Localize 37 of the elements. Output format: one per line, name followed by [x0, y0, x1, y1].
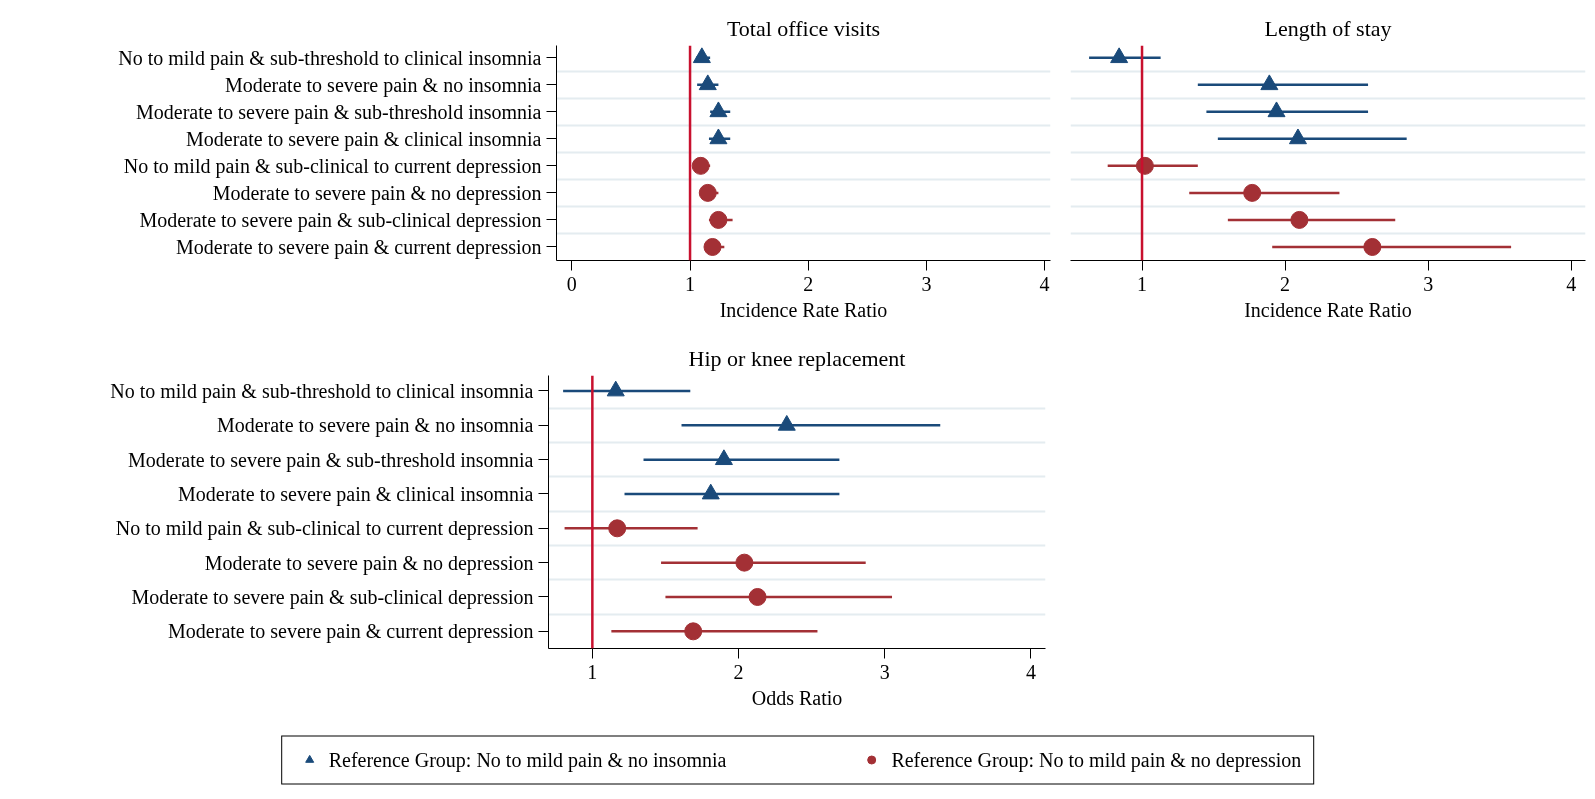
x-tick-label: 4: [1039, 272, 1050, 295]
y-tick-label: Moderate to severe pain & clinical insomnia: [186, 127, 542, 151]
x-tick-label: 2: [1280, 272, 1291, 295]
y-tick-label: Moderate to severe pain & current depression: [176, 235, 542, 259]
y-tick-label: Moderate to severe pain & sub-clinical depression: [131, 585, 534, 609]
x-axis-title: Incidence Rate Ratio: [719, 298, 888, 321]
y-tick-label: No to mild pain & sub-threshold to clinical insomnia: [118, 46, 542, 70]
x-tick-label: 2: [733, 660, 744, 683]
chart-title: Total office visits: [726, 15, 881, 41]
x-axis-title: Odds Ratio: [751, 686, 843, 709]
y-tick-label: Moderate to severe pain & no insomnia: [224, 73, 542, 97]
x-tick-label: 1: [1137, 272, 1148, 295]
y-tick-label: Moderate to severe pain & sub-clinical depression: [139, 208, 542, 232]
y-tick-label: No to mild pain & sub-clinical to current depression: [115, 517, 534, 541]
y-tick-label: Moderate to severe pain & sub-threshold insomnia: [128, 448, 534, 472]
y-tick-label: Moderate to severe pain & no insomnia: [216, 414, 534, 438]
y-tick-label: Moderate to severe pain & no depression: [212, 181, 542, 205]
y-tick-label: Moderate to severe pain & current depression: [168, 620, 534, 644]
x-tick-label: 4: [1566, 272, 1577, 295]
x-axis-title: Incidence Rate Ratio: [1244, 298, 1412, 321]
legend-label: Reference Group: No to mild pain & no insomnia: [328, 748, 727, 771]
y-tick-label: Moderate to severe pain & clinical insomnia: [178, 482, 534, 506]
y-tick-label: Moderate to severe pain & no depression: [204, 551, 534, 575]
x-tick-label: 0: [566, 272, 577, 295]
y-tick-label: No to mild pain & sub-clinical to current depression: [123, 154, 542, 178]
x-tick-label: 3: [921, 272, 932, 295]
x-tick-label: 2: [803, 272, 814, 295]
legend-label: Reference Group: No to mild pain & no depression: [891, 748, 1302, 771]
x-tick-label: 3: [1423, 272, 1434, 295]
x-tick-label: 4: [1025, 660, 1036, 683]
x-tick-label: 3: [879, 660, 890, 683]
chart-title: Hip or knee replacement: [688, 345, 906, 371]
x-tick-label: 1: [685, 272, 696, 295]
chart-title: Length of stay: [1264, 15, 1392, 41]
y-tick-label: No to mild pain & sub-threshold to clinical insomnia: [110, 379, 534, 403]
y-tick-label: Moderate to severe pain & sub-threshold insomnia: [136, 100, 542, 124]
x-tick-label: 1: [587, 660, 598, 683]
